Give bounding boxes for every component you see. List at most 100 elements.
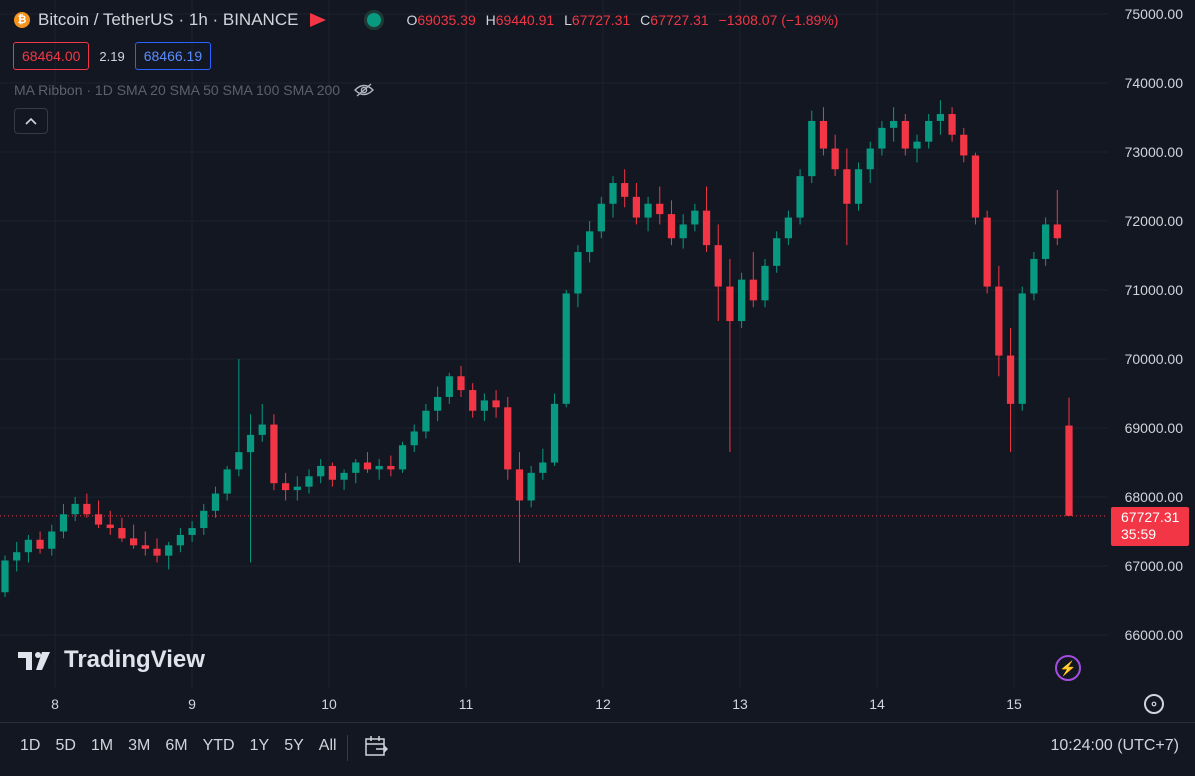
- candle-body: [24, 539, 33, 553]
- x-tick-label: 8: [51, 696, 59, 712]
- collapse-legend-button[interactable]: [14, 108, 48, 134]
- candle: [59, 503, 68, 539]
- candle: [270, 414, 278, 491]
- candle-body: [901, 120, 909, 149]
- open-value: 69035.39: [417, 12, 476, 28]
- candle: [118, 517, 126, 542]
- candle-body: [141, 545, 149, 549]
- candle: [363, 452, 372, 473]
- y-tick-label: 73000.00: [1124, 144, 1183, 160]
- x-tick-label: 15: [1006, 696, 1022, 712]
- candle-body: [317, 465, 325, 477]
- candle-body: [59, 514, 68, 532]
- candle-body: [784, 217, 793, 239]
- candle-body: [422, 410, 430, 432]
- candle: [480, 393, 489, 422]
- candle: [281, 472, 290, 501]
- candle: [352, 459, 360, 484]
- candle-body: [644, 203, 652, 218]
- last-price-value: 67727.31: [1121, 508, 1180, 525]
- candle-body: [1065, 425, 1073, 516]
- candle-body: [702, 210, 711, 246]
- chevron-up-icon: [25, 117, 37, 125]
- candle-body: [480, 400, 489, 411]
- eye-hidden-icon[interactable]: [354, 83, 375, 97]
- range-6m[interactable]: 6M: [165, 737, 188, 754]
- candle-body: [679, 224, 687, 239]
- price-chart[interactable]: [0, 0, 1108, 688]
- candle-body: [410, 431, 418, 446]
- candle-body: [165, 545, 173, 556]
- range-1d[interactable]: 1D: [20, 737, 41, 754]
- candle: [691, 203, 699, 232]
- y-tick-label: 74000.00: [1124, 75, 1183, 91]
- symbol-title[interactable]: Bitcoin / TetherUS · 1h · BINANCE: [38, 10, 299, 29]
- candle: [539, 448, 547, 480]
- bar-countdown: 35:59: [1121, 525, 1157, 542]
- candle-body: [714, 245, 722, 287]
- candle-body: [235, 452, 243, 470]
- candle-body: [305, 476, 313, 487]
- range-ytd[interactable]: YTD: [202, 737, 235, 754]
- calendar-goto-icon[interactable]: [364, 735, 388, 757]
- market-status-icon[interactable]: [364, 10, 385, 30]
- y-tick-label: 69000.00: [1124, 420, 1183, 436]
- candle: [457, 365, 465, 397]
- x-tick-label: 10: [321, 696, 337, 712]
- candle: [878, 120, 886, 156]
- range-1y[interactable]: 1Y: [249, 737, 270, 754]
- candle: [808, 110, 816, 184]
- candle: [71, 497, 79, 522]
- candle: [293, 476, 301, 501]
- candle-body: [691, 210, 699, 225]
- candle: [129, 524, 138, 549]
- candle: [24, 534, 33, 563]
- candle-body: [948, 114, 956, 135]
- candle: [200, 503, 208, 535]
- range-3m[interactable]: 3M: [128, 737, 151, 754]
- candle-body: [375, 465, 383, 470]
- candle-body: [609, 183, 617, 204]
- y-tick-label: 68000.00: [1124, 489, 1183, 505]
- candle: [387, 455, 395, 477]
- sell-button[interactable]: 68464.00: [13, 42, 90, 70]
- candle-body: [129, 538, 138, 546]
- candle: [749, 252, 757, 308]
- gear-icon[interactable]: [1144, 694, 1164, 714]
- bottom-toolbar: 1D 5D 1M 3M 6M YTD 1Y 5Y All 10:24:00 (UTC+7): [0, 722, 1195, 776]
- lightning-icon[interactable]: ⚡: [1055, 655, 1081, 681]
- candle-body: [995, 286, 1003, 356]
- candle: [936, 100, 945, 135]
- range-all[interactable]: All: [318, 737, 337, 754]
- indicator-legend[interactable]: MA Ribbon · 1D SMA 20 SMA 50 SMA 100 SMA…: [14, 82, 375, 98]
- candle: [819, 107, 828, 156]
- candle-body: [223, 469, 231, 494]
- high-value: 69440.91: [495, 12, 555, 28]
- candle: [1053, 189, 1061, 246]
- candle-body: [363, 462, 372, 470]
- range-1m[interactable]: 1M: [90, 737, 114, 754]
- candle: [188, 521, 196, 542]
- timezone-clock[interactable]: 10:24:00 (UTC+7): [1050, 737, 1179, 754]
- candle: [726, 258, 734, 453]
- candle: [246, 414, 255, 563]
- candle: [422, 403, 430, 439]
- buy-button[interactable]: 68466.19: [134, 42, 212, 70]
- candle-body: [983, 217, 991, 287]
- tradingview-logo[interactable]: TradingView: [18, 646, 205, 674]
- range-5d[interactable]: 5D: [55, 737, 76, 754]
- candle: [843, 148, 851, 246]
- y-tick-label: 70000.00: [1124, 351, 1183, 367]
- candle-body: [854, 169, 863, 204]
- candle: [574, 245, 582, 308]
- candle: [94, 500, 103, 529]
- candle-body: [293, 486, 301, 491]
- range-5y[interactable]: 5Y: [284, 737, 304, 754]
- candle-body: [819, 120, 828, 149]
- y-tick-label: 72000.00: [1124, 213, 1183, 229]
- price-axis[interactable]: 75000.00 74000.00 73000.00 72000.00 71000.00…: [1108, 0, 1195, 688]
- flag-icon[interactable]: [310, 13, 327, 27]
- candle-body: [340, 472, 348, 480]
- candle-body: [960, 134, 968, 156]
- bitcoin-icon: ₿: [14, 12, 30, 28]
